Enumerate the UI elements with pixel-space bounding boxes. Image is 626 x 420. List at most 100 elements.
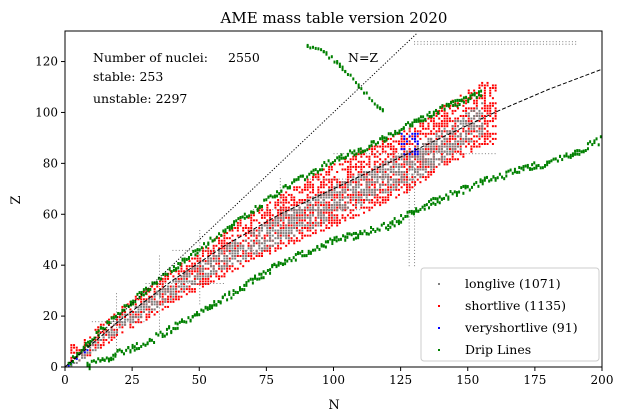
shortlive-point: [215, 244, 218, 247]
drip-line-point: [97, 329, 100, 333]
shortlive-point: [338, 163, 341, 166]
longlive-point: [354, 191, 357, 194]
shortlive-point: [400, 186, 403, 189]
longlive-point: [169, 290, 172, 293]
shortlive-point: [430, 173, 433, 176]
shortlive-point: [250, 221, 253, 224]
longlive-point: [290, 219, 293, 222]
drip-line-point: [215, 235, 218, 239]
longlive-point: [341, 181, 344, 184]
longlive-point: [150, 308, 153, 311]
longlive-point: [309, 214, 312, 217]
shortlive-point: [414, 127, 417, 130]
drip-line-point: [95, 330, 98, 334]
shortlive-point: [266, 244, 269, 247]
shortlive-point: [438, 125, 441, 128]
shortlive-point: [427, 171, 430, 173]
shortlive-point: [306, 186, 309, 189]
longlive-point: [397, 173, 400, 176]
uncertain-point: [279, 196, 281, 198]
shortlive-point: [161, 295, 164, 298]
longlive-point: [244, 239, 247, 242]
longlive-point: [309, 216, 312, 219]
shortlive-point: [354, 214, 357, 217]
longlive-point: [443, 127, 446, 130]
drip-line-point: [361, 149, 364, 153]
shortlive-point: [381, 148, 384, 151]
shortlive-point: [129, 308, 132, 311]
shortlive-point: [448, 117, 451, 120]
drip-line-point: [372, 228, 375, 232]
shortlive-point: [467, 97, 470, 100]
drip-line-point: [466, 185, 469, 189]
shortlive-point: [201, 283, 204, 285]
shortlive-point: [279, 193, 282, 196]
shortlive-point: [320, 224, 323, 227]
longlive-point: [242, 255, 245, 257]
drip-line-point: [307, 249, 310, 253]
longlive-point: [188, 272, 191, 275]
shortlive-point: [201, 272, 204, 275]
shortlive-point: [188, 270, 191, 273]
drip-line-point: [546, 163, 549, 167]
shortlive-point: [247, 244, 250, 247]
drip-line-point: [261, 205, 264, 209]
drip-line-point: [355, 152, 358, 156]
longlive-point: [451, 145, 454, 148]
shortlive-point: [387, 137, 390, 140]
shortlive-point: [295, 214, 298, 217]
drip-line-point: [404, 215, 407, 219]
uncertain-point: [322, 178, 324, 180]
shortlive-point: [317, 173, 320, 176]
uncertain-point: [116, 326, 118, 328]
shortlive-point: [269, 201, 272, 204]
drip-line-point: [505, 170, 508, 174]
longlive-point: [424, 143, 427, 145]
drip-line-point: [232, 289, 235, 293]
shortlive-point: [145, 316, 148, 319]
longlive-point: [395, 171, 398, 173]
shortlive-point: [419, 160, 422, 163]
uncertain-point: [158, 325, 160, 327]
longlive-point: [207, 260, 210, 263]
shortlive-point: [360, 168, 363, 171]
shortlive-point: [405, 176, 408, 179]
longlive-point: [438, 145, 441, 148]
drip-line-point: [344, 238, 347, 242]
shortlive-point: [465, 102, 468, 105]
uncertain-point: [116, 323, 118, 325]
shortlive-point: [263, 216, 266, 219]
shortlive-point: [395, 140, 398, 143]
shortlive-point: [239, 221, 242, 224]
shortlive-point: [312, 232, 315, 235]
shortlive-point: [349, 171, 352, 173]
shortlive-point: [443, 104, 446, 107]
uncertain-point: [227, 249, 229, 251]
shortlive-point: [336, 214, 339, 217]
shortlive-point: [363, 150, 366, 153]
shortlive-point: [435, 137, 438, 140]
shortlive-point: [285, 206, 288, 209]
shortlive-point: [432, 150, 435, 153]
longlive-point: [467, 125, 470, 128]
drip-line-point: [198, 248, 201, 252]
drip-line-point: [129, 300, 132, 304]
shortlive-point: [218, 242, 221, 245]
drip-line-point: [327, 240, 330, 244]
uncertain-point: [420, 43, 422, 45]
drip-line-point: [462, 184, 465, 188]
longlive-point: [317, 221, 320, 224]
drip-line-point: [99, 326, 102, 330]
uncertain-point: [565, 41, 567, 43]
shortlive-point: [494, 107, 497, 110]
longlive-point: [481, 132, 484, 135]
shortlive-point: [491, 102, 494, 105]
longlive-point: [234, 255, 237, 257]
shortlive-point: [432, 125, 435, 128]
longlive-point: [234, 249, 237, 252]
drip-line-point: [582, 150, 585, 154]
longlive-point: [75, 361, 78, 364]
longlive-point: [381, 176, 384, 179]
shortlive-point: [277, 224, 280, 227]
shortlive-point: [325, 173, 328, 176]
